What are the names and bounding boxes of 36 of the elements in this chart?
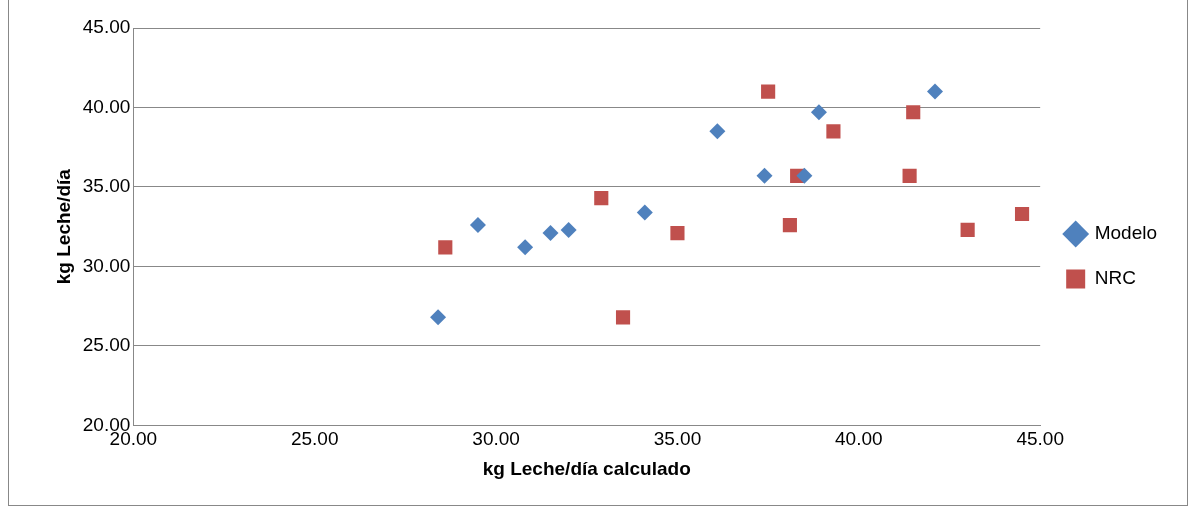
point	[926, 83, 943, 100]
point	[1014, 206, 1030, 222]
y-tick-label: 40.00	[82, 95, 131, 117]
point	[796, 167, 813, 184]
x-axis-title: kg Leche/día calculado	[482, 457, 691, 479]
x-tick-label: 25.00	[290, 428, 339, 450]
y-tick-label: 45.00	[82, 16, 131, 38]
x-tick-label: 45.00	[1016, 428, 1064, 450]
point	[902, 168, 917, 183]
point	[761, 84, 776, 99]
point	[670, 225, 685, 241]
point	[826, 124, 841, 139]
point	[615, 310, 631, 325]
x-tick-label: 30.00	[472, 428, 520, 450]
point	[782, 218, 797, 233]
y-tick-label: 30.00	[82, 254, 131, 276]
point	[517, 239, 534, 256]
point	[594, 191, 609, 206]
point	[810, 104, 827, 121]
x-tick-label: 35.00	[653, 428, 702, 450]
point	[906, 105, 921, 120]
y-tick-label: 35.00	[82, 175, 131, 197]
point	[960, 222, 975, 237]
point	[542, 225, 559, 242]
point	[709, 123, 726, 140]
point	[636, 204, 653, 221]
y-axis-title: kg Leche/día	[52, 168, 74, 285]
point	[430, 309, 447, 326]
legend-label: Modelo	[1094, 222, 1158, 244]
point	[438, 240, 453, 255]
legend-label: NRC	[1094, 267, 1136, 289]
point	[560, 221, 577, 238]
point	[756, 167, 773, 184]
point	[469, 217, 486, 234]
y-tick-label: 25.00	[82, 334, 131, 356]
x-tick-label: 40.00	[835, 428, 883, 450]
